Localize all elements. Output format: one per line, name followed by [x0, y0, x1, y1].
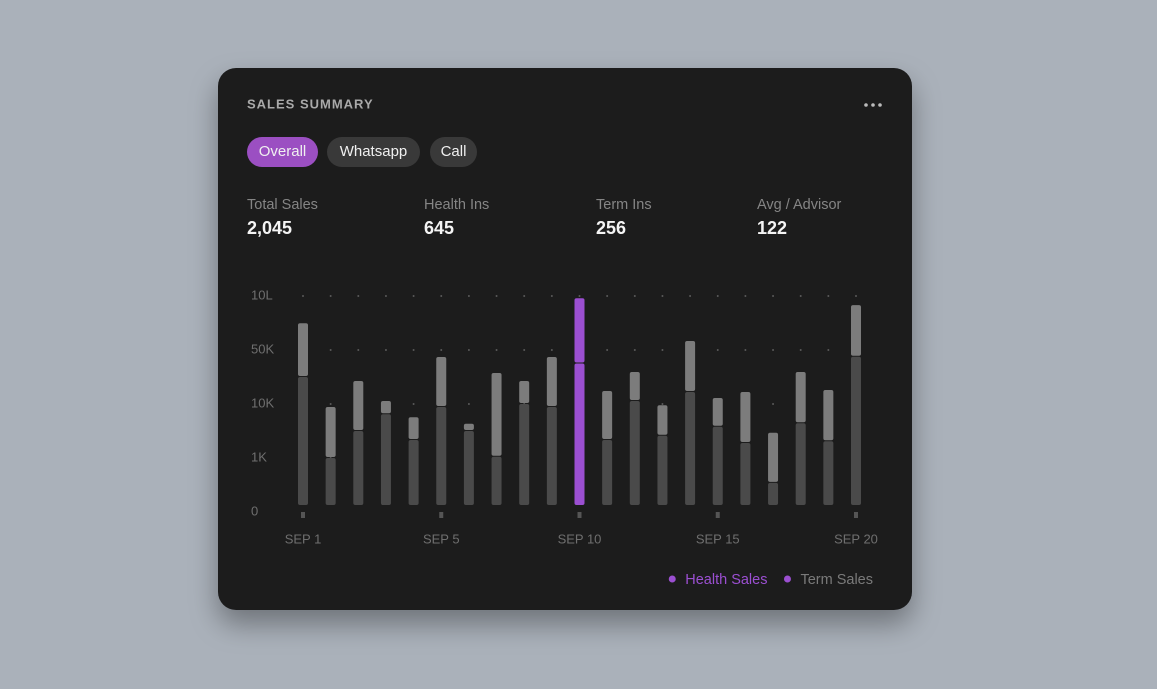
- bar-segment: [380, 414, 391, 505]
- tab[interactable]: [327, 137, 420, 167]
- bar-segment: [602, 391, 613, 439]
- bar-segment: [408, 417, 419, 439]
- tab-active[interactable]: [247, 137, 318, 167]
- bar-segment: [823, 389, 834, 441]
- bar-segment: [491, 456, 502, 505]
- bar-segment: [851, 356, 861, 505]
- chart: 0 1K 10K 50K 10L SEP 1 SEP 5 SEP 10 SEP 15 SEP 20…: [251, 287, 878, 587]
- y-tick-label: 50K: [251, 341, 274, 356]
- bar-segment: [574, 363, 585, 505]
- y-tick-label: 10L: [251, 287, 273, 302]
- bar-segment: [574, 298, 585, 363]
- stat-label: Avg / Advisor: [757, 197, 842, 213]
- bar-segment: [298, 377, 308, 505]
- bar-segment: [436, 357, 447, 406]
- x-tick: [301, 512, 305, 518]
- tab-label[interactable]: Whatsapp: [340, 143, 408, 160]
- y-tick-label: 1K: [251, 449, 267, 464]
- bar-segment: [740, 443, 751, 505]
- x-tick: [854, 512, 858, 518]
- tab-label[interactable]: Overall: [259, 143, 307, 160]
- stat-value: 122: [757, 218, 787, 238]
- bar-segment: [519, 381, 530, 403]
- bar-segment: [685, 341, 696, 391]
- bar-segment: [740, 391, 751, 442]
- bar-segment: [657, 405, 668, 435]
- bar-segment: [353, 381, 364, 430]
- tab[interactable]: [430, 137, 477, 167]
- bar-segment: [795, 423, 806, 505]
- bar-segment: [463, 423, 474, 430]
- bar-segment: [546, 357, 557, 406]
- y-tick-label: 0: [251, 503, 258, 518]
- bar-segment: [768, 432, 779, 482]
- legend-dot: [783, 575, 791, 583]
- bar-segment: [851, 305, 861, 356]
- bar-segment: [298, 323, 308, 376]
- bar-segment: [519, 404, 530, 505]
- bar-segment: [685, 391, 696, 505]
- x-tick: [715, 512, 720, 518]
- stat-value: 2,045: [247, 218, 292, 238]
- card-title: SALES SUMMARY: [247, 96, 374, 111]
- bar-segment: [823, 441, 834, 505]
- bar-segment: [712, 398, 723, 426]
- x-tick-label: SEP 5: [423, 531, 460, 546]
- legend-label: Term Sales: [800, 572, 873, 588]
- y-tick-label: 10K: [251, 395, 274, 410]
- legend-dot: [668, 575, 676, 583]
- bar-segment: [353, 431, 364, 505]
- more-button[interactable]: [864, 103, 882, 107]
- card: [218, 68, 912, 610]
- bar-segment: [546, 407, 557, 505]
- bar-segment: [712, 426, 723, 505]
- bar-segment: [408, 440, 419, 505]
- x-tick-label: SEP 15: [696, 531, 740, 546]
- stat-value: 256: [596, 218, 626, 238]
- stat-label: Health Ins: [424, 197, 489, 213]
- bar-segment: [629, 372, 640, 401]
- tab-label[interactable]: Call: [441, 143, 467, 160]
- stat-value: 645: [424, 218, 454, 238]
- bar-segment: [795, 372, 806, 423]
- x-tick: [577, 512, 582, 518]
- bar-segment: [463, 431, 474, 505]
- bar-segment: [629, 401, 640, 505]
- x-tick-label: SEP 10: [558, 531, 602, 546]
- x-tick-label: SEP 20: [834, 531, 878, 546]
- bar-segment: [436, 407, 447, 505]
- bar-segment: [380, 401, 391, 414]
- bar-segment: [325, 407, 336, 457]
- x-tick: [439, 512, 444, 518]
- legend-label: Health Sales: [685, 572, 767, 588]
- x-tick-label: SEP 1: [285, 531, 322, 546]
- bar-segment: [602, 440, 613, 505]
- bar-segment: [491, 372, 502, 456]
- bar-segment: [768, 482, 779, 505]
- stat-label: Term Ins: [596, 197, 652, 213]
- bar-segment: [657, 435, 668, 505]
- stat-label: Total Sales: [247, 197, 318, 213]
- bar-segment: [325, 458, 336, 505]
